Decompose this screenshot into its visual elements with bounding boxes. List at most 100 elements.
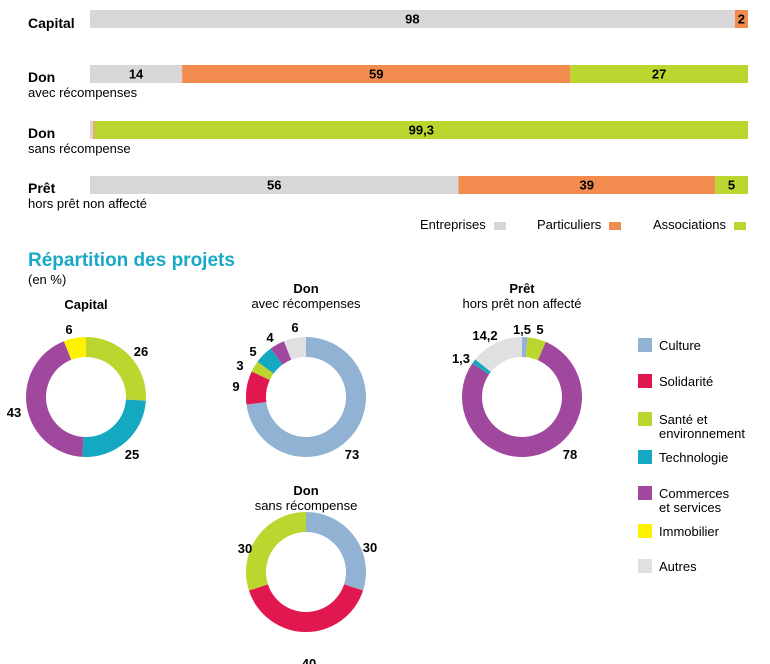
legend-label-solidarite: Solidarité (659, 374, 713, 389)
bar-category-subtitle: sans récompense (28, 141, 131, 156)
donut-slice-autres (475, 337, 522, 372)
donut-title: Don (293, 281, 318, 296)
bar-segment-particuliers (182, 65, 571, 83)
donut-slice-commerces-et-services (462, 341, 582, 457)
donut-slice-culture (306, 512, 366, 591)
donut-slice-label: 73 (345, 447, 359, 462)
donut-slice-label: 43 (7, 405, 21, 420)
bar-segment-associations (715, 176, 748, 194)
bar-segment-particuliers (734, 10, 748, 28)
donut-slice-solidarite (246, 371, 270, 405)
bar-legend-swatch-entreprises (494, 222, 506, 230)
bar-legend-swatch-associations (734, 222, 746, 230)
bar-value-label: 59 (369, 67, 383, 82)
donut-slice-label: 1,3 (452, 351, 470, 366)
donut-slice-label: 78 (563, 447, 577, 462)
legend-label-technologie: Technologie (659, 450, 728, 465)
bar-value-label: 99,3 (409, 123, 434, 138)
donut-slice-commerces-et-services (26, 341, 84, 457)
legend-swatch-technologie (638, 450, 652, 464)
donut-slice-label: 30 (363, 540, 377, 555)
bar-value-label: 27 (652, 67, 666, 82)
legend-swatch-culture (638, 338, 652, 352)
bar-category-capital: Capital (28, 15, 75, 31)
donut-title: Prêt (509, 281, 535, 296)
legend-swatch-sante-et-environnement (638, 412, 652, 426)
bar-segment-entreprises (90, 121, 94, 139)
donut-title: Capital (64, 297, 107, 312)
donut-slice-label: 5 (536, 322, 543, 337)
bar-value-label: 14 (129, 67, 144, 82)
donut-slice-immobilier (63, 337, 86, 360)
bar-legend-swatch-particuliers (609, 222, 621, 230)
legend-swatch-commerces-et-services (638, 486, 652, 500)
donut-slice-label: 9 (232, 379, 239, 394)
donut-slice-label: 14,2 (472, 328, 497, 343)
donut-capital: Capital 26 25 43 6 (7, 297, 148, 462)
bar-category-don-avec-recompenses: Don (28, 69, 55, 85)
donut-title: Don (293, 483, 318, 498)
bar-value-label: 39 (580, 178, 594, 193)
bar-category-subtitle: hors prêt non affecté (28, 196, 147, 211)
donut-slice-sante-et-environnement (251, 361, 274, 380)
bar-segment-particuliers (93, 121, 95, 139)
legend-swatch-solidarite (638, 374, 652, 388)
bar-legend: Entreprises Particuliers Associations (420, 217, 746, 232)
donut-slice-sante-et-environnement (86, 337, 147, 401)
donut-slice-label: 4 (266, 330, 274, 345)
donut-legend: Culture Solidarité Santé et environnement Te… (638, 338, 745, 574)
donut-subtitle: avec récompenses (251, 296, 361, 311)
donut-slice-commerces-et-services (270, 341, 292, 365)
bar-segment-entreprises (90, 10, 735, 28)
donut-slice-label: 1,5 (513, 322, 531, 337)
donut-slice-label: 25 (125, 447, 139, 462)
donut-slice-technologie (472, 359, 491, 375)
bar-value-label: 56 (267, 178, 281, 193)
bar-legend-label-particuliers: Particuliers (537, 217, 602, 232)
donut-slice-label: 5 (249, 344, 256, 359)
donut-slice-technologie (257, 348, 283, 374)
section-title: Répartition des projets (28, 250, 235, 271)
bar-segment-particuliers (458, 176, 716, 194)
bar-value-label: 98 (405, 12, 419, 27)
donut-slice-culture (246, 337, 367, 457)
bar-segment-associations (94, 121, 748, 139)
section-subtitle: (en %) (28, 272, 66, 287)
donut-slice-label: 6 (291, 320, 298, 335)
bar-segment-associations (570, 65, 748, 83)
bar-segment-entreprises (90, 176, 459, 194)
donut-slice-label: 26 (134, 344, 148, 359)
legend-label-autres: Autres (659, 559, 697, 574)
donut-slice-solidarite (248, 584, 364, 632)
bar-legend-label-entreprises: Entreprises (420, 217, 486, 232)
donut-slice-label: 40 (302, 656, 316, 664)
bar-segment-entreprises (90, 65, 183, 83)
donut-slice-label: 6 (65, 322, 72, 337)
donut-slice-sante-et-environnement (525, 337, 546, 361)
donut-slice-label: 3 (236, 358, 243, 373)
donut-slice-sante-et-environnement (246, 512, 306, 591)
donut-subtitle: hors prêt non affecté (462, 296, 581, 311)
legend-swatch-immobilier (638, 524, 652, 538)
donut-slice-culture (522, 337, 528, 358)
bar-category-don-sans-recompense: Don (28, 125, 55, 141)
legend-label-commerces-et-services: Commerces et services (659, 486, 730, 515)
bar-value-label: 2 (738, 12, 745, 27)
legend-swatch-autres (638, 559, 652, 573)
donut-slice-autres (283, 337, 306, 360)
donut-slice-label: 30 (238, 541, 252, 556)
bar-category-pret-hors-pret-non-affecte: Prêt (28, 180, 56, 196)
donut-slice-technologie (82, 399, 146, 457)
bar-legend-label-associations: Associations (653, 217, 726, 232)
legend-label-sante-et-environnement: Santé et environnement (659, 412, 745, 441)
legend-label-immobilier: Immobilier (659, 524, 720, 539)
bar-category-subtitle: avec récompenses (28, 85, 138, 100)
donut-subtitle: sans récompense (255, 498, 358, 513)
bar-value-label: 5 (728, 178, 735, 193)
